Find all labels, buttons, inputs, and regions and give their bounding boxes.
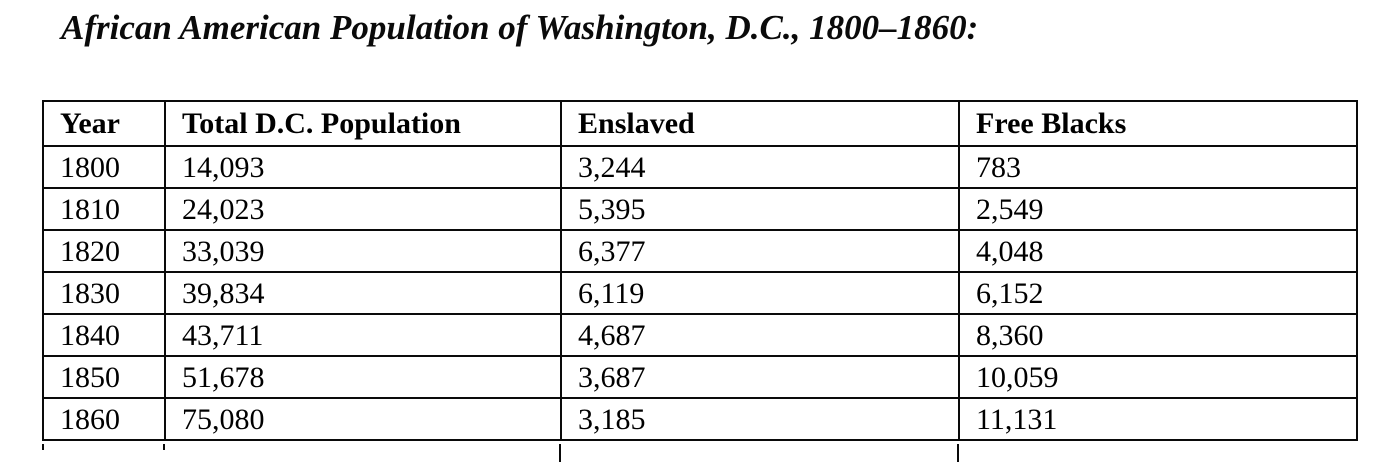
table-row: 1800 14,093 3,244 783 [42, 145, 1358, 189]
cell-year: 1860 [42, 397, 166, 441]
cell-total: 33,039 [164, 229, 562, 273]
cell-enslaved: 4,687 [560, 313, 960, 357]
column-header-enslaved: Enslaved [560, 100, 960, 147]
cell-free-blacks: 4,048 [958, 229, 1358, 273]
cell-enslaved: 3,244 [560, 145, 960, 189]
table-row: 1840 43,711 4,687 8,360 [42, 313, 1358, 357]
column-header-year: Year [42, 100, 166, 147]
table-row: 1850 51,678 3,687 10,059 [42, 355, 1358, 399]
cell-enslaved: 3,687 [560, 355, 960, 399]
cell-total: 14,093 [164, 145, 562, 189]
table-row: 1810 24,023 5,395 2,549 [42, 187, 1358, 231]
cell-year: 1850 [42, 355, 166, 399]
table-row: 1860 75,080 3,185 11,131 [42, 397, 1358, 441]
cell-total: 75,080 [164, 397, 562, 441]
cell-enslaved: 3,185 [560, 397, 960, 441]
table-row: 1830 39,834 6,119 6,152 [42, 271, 1358, 315]
cell-enslaved: 6,119 [560, 271, 960, 315]
population-table: Year Total D.C. Population Enslaved Free… [42, 100, 1358, 441]
cell-total: 39,834 [164, 271, 562, 315]
page-title: African American Population of Washingto… [61, 8, 979, 47]
cell-enslaved: 6,377 [560, 229, 960, 273]
table-row: 1820 33,039 6,377 4,048 [42, 229, 1358, 273]
cell-free-blacks: 783 [958, 145, 1358, 189]
cell-free-blacks: 6,152 [958, 271, 1358, 315]
cell-enslaved: 5,395 [560, 187, 960, 231]
table-border-stub [42, 444, 44, 450]
cell-total: 24,023 [164, 187, 562, 231]
table-border-stub [559, 444, 561, 462]
cell-year: 1810 [42, 187, 166, 231]
cell-free-blacks: 10,059 [958, 355, 1358, 399]
cell-year: 1840 [42, 313, 166, 357]
cell-total: 51,678 [164, 355, 562, 399]
cell-year: 1830 [42, 271, 166, 315]
cell-year: 1820 [42, 229, 166, 273]
column-header-free-blacks: Free Blacks [958, 100, 1358, 147]
cell-free-blacks: 8,360 [958, 313, 1358, 357]
table-border-stub [163, 444, 165, 450]
column-header-total: Total D.C. Population [164, 100, 562, 147]
table-border-stub [957, 444, 959, 462]
cell-year: 1800 [42, 145, 166, 189]
table-header-row: Year Total D.C. Population Enslaved Free… [42, 100, 1358, 147]
cell-total: 43,711 [164, 313, 562, 357]
cell-free-blacks: 11,131 [958, 397, 1358, 441]
cell-free-blacks: 2,549 [958, 187, 1358, 231]
